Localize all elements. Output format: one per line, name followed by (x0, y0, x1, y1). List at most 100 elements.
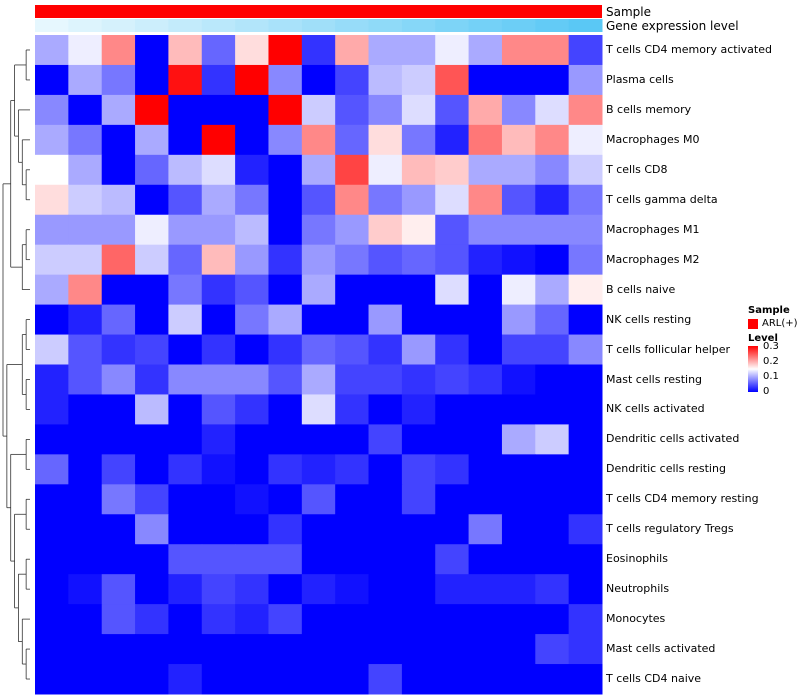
expression-track-cell (501, 19, 536, 32)
heatmap-cell (468, 184, 503, 216)
heatmap-cell (401, 154, 436, 186)
heatmap-cell (435, 35, 470, 66)
heatmap-cell (368, 484, 403, 515)
heatmap-cell (101, 604, 136, 635)
heatmap-cell (335, 94, 370, 126)
heatmap-cell (35, 214, 69, 246)
row-label: Dendritic cells activated (606, 432, 740, 446)
heatmap-cell (468, 124, 503, 156)
heatmap-cell (201, 334, 236, 365)
heatmap-cell (568, 604, 603, 635)
heatmap-cell (401, 544, 436, 575)
heatmap-cell (268, 394, 303, 425)
heatmap-cell (535, 514, 570, 545)
heatmap-cell (435, 214, 470, 246)
heatmap-cell (535, 604, 570, 635)
heatmap-cell (168, 64, 203, 96)
heatmap-cell (568, 334, 603, 365)
heatmap-cell (468, 394, 503, 425)
heatmap-cell (535, 664, 570, 695)
heatmap-cell (501, 664, 536, 695)
heatmap-cell (501, 124, 536, 156)
heatmap-cell (135, 184, 169, 216)
heatmap-cell (168, 94, 203, 126)
heatmap-cell (568, 184, 603, 216)
heatmap-cell (168, 334, 203, 365)
heatmap-cell (368, 154, 403, 186)
heatmap-cell (335, 184, 370, 216)
heatmap-cell (335, 304, 370, 336)
heatmap-cell (168, 364, 203, 395)
heatmap-cell (368, 514, 403, 545)
heatmap-cell (235, 124, 269, 156)
heatmap-cell (335, 574, 370, 605)
heatmap-cell (401, 124, 436, 156)
heatmap-cell (401, 64, 436, 96)
heatmap-cell (35, 274, 69, 306)
heatmap-cell (335, 334, 370, 365)
heatmap-cell (568, 154, 603, 186)
annotation-label-sample: Sample (606, 5, 651, 19)
row-label: T cells gamma delta (606, 192, 718, 206)
heatmap-cell (135, 214, 169, 246)
heatmap-cell (335, 514, 370, 545)
expression-track-cell (568, 19, 603, 32)
heatmap-cell (135, 364, 169, 395)
heatmap-cell (68, 184, 103, 216)
heatmap-cell (101, 214, 136, 246)
heatmap-cell (568, 454, 603, 485)
heatmap-cell (468, 214, 503, 246)
heatmap-cell (68, 364, 103, 395)
legend-sample-entry: ARL(+) (748, 317, 800, 330)
heatmap-cell (401, 94, 436, 126)
heatmap-cell (101, 35, 136, 66)
heatmap-cell (501, 364, 536, 395)
heatmap-cell (501, 604, 536, 635)
expression-track-cell (401, 19, 436, 32)
heatmap-cell (201, 424, 236, 455)
heatmap-cell (268, 664, 303, 695)
legend-sample-label: ARL(+) (762, 318, 798, 329)
heatmap-cell (35, 634, 69, 665)
heatmap-cell (501, 304, 536, 336)
heatmap-cell (468, 514, 503, 545)
heatmap-cell (435, 184, 470, 216)
heatmap-cell (468, 64, 503, 96)
heatmap-cell (535, 214, 570, 246)
heatmap-cell (135, 424, 169, 455)
heatmap-cell (235, 274, 269, 306)
heatmap-cell (468, 634, 503, 665)
heatmap-cell (301, 514, 336, 545)
heatmap-cell (368, 214, 403, 246)
legend-sample-title: Sample (748, 305, 790, 316)
heatmap-cell (235, 64, 269, 96)
heatmap-cell (168, 274, 203, 306)
heatmap-cell (501, 274, 536, 306)
heatmap-cell (68, 64, 103, 96)
heatmap-cell (201, 634, 236, 665)
heatmap-cell (301, 424, 336, 455)
heatmap-cell (368, 304, 403, 336)
heatmap-cell (401, 304, 436, 336)
heatmap-cell (568, 634, 603, 665)
heatmap-cell (268, 124, 303, 156)
heatmap-cell (35, 364, 69, 395)
heatmap-cell (468, 364, 503, 395)
heatmap-cell (101, 574, 136, 605)
heatmap-cell (535, 574, 570, 605)
heatmap-cell (268, 424, 303, 455)
heatmap-cell (101, 274, 136, 306)
heatmap-cell (135, 64, 169, 96)
heatmap-cell (135, 394, 169, 425)
heatmap-cell (268, 454, 303, 485)
heatmap-cell (168, 514, 203, 545)
heatmap-cell (68, 334, 103, 365)
heatmap-cell (535, 334, 570, 365)
heatmap-cell (568, 214, 603, 246)
heatmap-cell (68, 634, 103, 665)
heatmap-cell (301, 664, 336, 695)
heatmap-cell (535, 424, 570, 455)
heatmap-cell (435, 304, 470, 336)
heatmap-cell (235, 574, 269, 605)
